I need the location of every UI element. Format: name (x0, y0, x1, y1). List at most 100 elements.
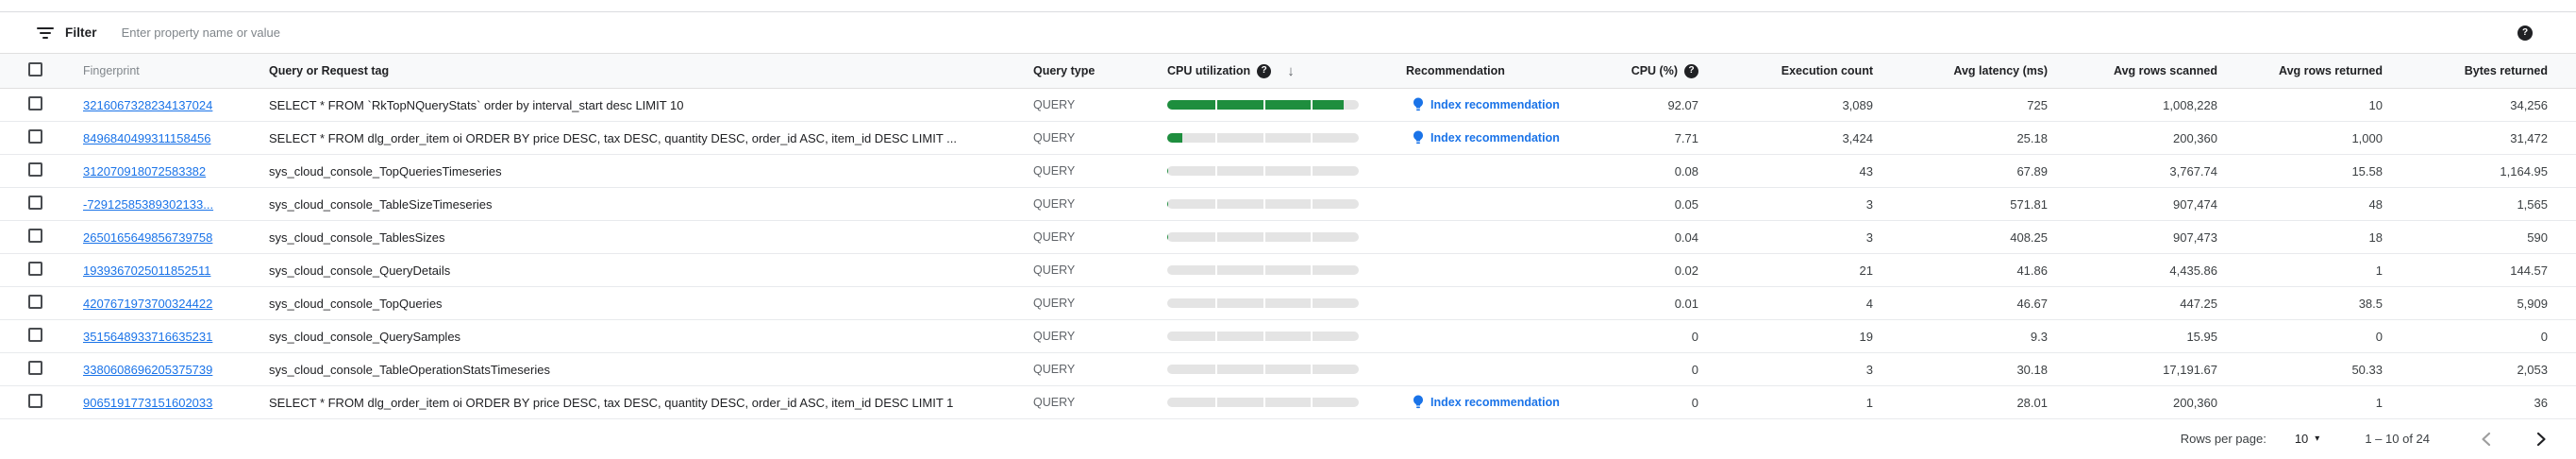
cpu-pct-value: 0 (1691, 362, 1698, 377)
table-row: -72912585389302133... sys_cloud_console_T… (0, 188, 2576, 221)
fingerprint-link[interactable]: 312070918072583382 (83, 163, 207, 178)
row-select-cell (0, 196, 83, 212)
query-text: sys_cloud_console_TopQueries (269, 296, 443, 311)
fingerprint-link[interactable]: 3515648933716635231 (83, 329, 213, 344)
index-recommendation-link[interactable]: Index recommendation (1430, 131, 1560, 144)
cpu-utilization-bar (1167, 298, 1359, 308)
avg-latency-value: 67.89 (2016, 163, 2048, 178)
header-cell-query[interactable]: Query or Request tag (269, 64, 390, 77)
header-cell-avg-latency[interactable]: Avg latency (ms) (1953, 64, 2048, 77)
fingerprint-link[interactable]: 4207671973700324422 (83, 296, 213, 311)
row-checkbox[interactable] (28, 361, 42, 375)
row-checkbox[interactable] (28, 229, 42, 243)
row-select-cell (0, 295, 83, 312)
help-icon[interactable]: ? (1684, 63, 1698, 78)
row-select-cell (0, 361, 83, 378)
table-row: 3515648933716635231 sys_cloud_console_Que… (0, 320, 2576, 353)
execution-count-value: 43 (1859, 163, 1873, 178)
fingerprint-link[interactable]: 2650165649856739758 (83, 230, 213, 245)
cpu-pct-value: 0.08 (1674, 163, 1698, 178)
filter-input[interactable] (121, 26, 2517, 40)
avg-rows-returned-value: 1 (2375, 263, 2383, 278)
query-type: QUERY (1033, 264, 1076, 277)
header-cell-recommendation[interactable]: Recommendation (1406, 64, 1505, 77)
fingerprint-link[interactable]: 1939367025011852511 (83, 263, 211, 278)
query-text: sys_cloud_console_QuerySamples (269, 329, 461, 344)
fingerprint-link[interactable]: 9065191773151602033 (83, 395, 213, 410)
cpu-utilization-cell (1167, 100, 1406, 110)
table-row: 312070918072583382 sys_cloud_console_TopQ… (0, 155, 2576, 188)
header-cell-execution-count[interactable]: Execution count (1781, 64, 1873, 77)
avg-latency-value: 25.18 (2016, 130, 2048, 145)
row-checkbox[interactable] (28, 96, 42, 110)
fingerprint-link[interactable]: 3216067328234137024 (83, 97, 213, 112)
query-text: sys_cloud_console_TablesSizes (269, 230, 445, 245)
row-checkbox[interactable] (28, 162, 42, 177)
query-text: sys_cloud_console_TopQueriesTimeseries (269, 163, 502, 178)
cpu-utilization-bar (1167, 265, 1359, 275)
avg-rows-returned-value: 18 (2368, 230, 2383, 245)
execution-count-value: 3 (1865, 196, 1873, 212)
fingerprint-link[interactable]: 3380608696205375739 (83, 362, 213, 377)
header-cell-avg-rows-returned[interactable]: Avg rows returned (2279, 64, 2383, 77)
row-select-cell (0, 229, 83, 246)
next-page-button[interactable] (2530, 428, 2552, 450)
avg-rows-returned-value: 10 (2368, 97, 2383, 112)
cpu-utilization-bar (1167, 332, 1359, 341)
help-icon[interactable]: ? (2517, 25, 2533, 41)
table-header: Fingerprint Query or Request tag Query t… (0, 53, 2576, 89)
filter-icon (36, 24, 55, 42)
header-cell-select (0, 62, 83, 79)
cpu-utilization-cell (1167, 332, 1406, 341)
table-row: 4207671973700324422 sys_cloud_console_Top… (0, 287, 2576, 320)
table-row: 1939367025011852511 sys_cloud_console_Que… (0, 254, 2576, 287)
header-cell-bytes-returned[interactable]: Bytes returned (2464, 64, 2548, 77)
cpu-utilization-bar (1167, 133, 1359, 143)
query-type: QUERY (1033, 131, 1076, 144)
lightbulb-icon (1413, 395, 1423, 409)
rows-per-page-select[interactable]: 10 ▾ (2295, 432, 2320, 446)
header-cell-query-type[interactable]: Query type (1033, 64, 1096, 77)
avg-rows-returned-value: 38.5 (2358, 296, 2383, 311)
select-all-checkbox[interactable] (28, 62, 42, 76)
fingerprint-link[interactable]: 8496840499311158456 (83, 130, 211, 145)
recommendation-cell: Index recommendation (1406, 130, 1595, 145)
row-checkbox[interactable] (28, 394, 42, 408)
avg-latency-value: 28.01 (2016, 395, 2048, 410)
row-checkbox[interactable] (28, 129, 42, 144)
cpu-pct-value: 0 (1691, 395, 1698, 410)
cpu-pct-value: 7.71 (1674, 130, 1698, 145)
header-cell-cpu-utilization[interactable]: CPU utilization ? ↓ (1167, 63, 1406, 79)
recommendation-cell: Index recommendation (1406, 395, 1595, 410)
index-recommendation-link[interactable]: Index recommendation (1430, 396, 1560, 409)
row-checkbox[interactable] (28, 328, 42, 342)
avg-rows-scanned-value: 907,474 (2173, 196, 2217, 212)
query-type: QUERY (1033, 330, 1076, 343)
help-icon[interactable]: ? (1257, 63, 1272, 78)
avg-rows-returned-value: 0 (2375, 329, 2383, 344)
avg-rows-scanned-value: 4,435.86 (2169, 263, 2217, 278)
header-cell-avg-rows-scanned[interactable]: Avg rows scanned (2114, 64, 2217, 77)
cpu-pct-value: 92.07 (1667, 97, 1698, 112)
sort-desc-icon[interactable]: ↓ (1287, 62, 1295, 79)
execution-count-value: 3,424 (1842, 130, 1873, 145)
fingerprint-cell: 8496840499311158456 (83, 131, 269, 145)
cpu-utilization-bar-fill (1167, 100, 1344, 110)
bytes-returned-value: 0 (2540, 329, 2548, 344)
header-cell-cpu-pct[interactable]: CPU (%) ? (1595, 63, 1698, 78)
previous-page-button[interactable] (2475, 428, 2498, 450)
cpu-utilization-cell (1167, 365, 1406, 374)
recommendation-cell: Index recommendation (1406, 97, 1595, 112)
row-checkbox[interactable] (28, 196, 42, 210)
row-checkbox[interactable] (28, 262, 42, 276)
table-row: 9065191773151602033 SELECT * FROM dlg_ord… (0, 386, 2576, 419)
index-recommendation-link[interactable]: Index recommendation (1430, 98, 1560, 111)
row-checkbox[interactable] (28, 295, 42, 309)
query-type: QUERY (1033, 164, 1076, 178)
cpu-utilization-bar (1167, 365, 1359, 374)
fingerprint-link[interactable]: -72912585389302133... (83, 196, 214, 212)
avg-latency-value: 725 (2027, 97, 2048, 112)
bytes-returned-value: 1,164.95 (2500, 163, 2548, 178)
execution-count-value: 21 (1859, 263, 1873, 278)
